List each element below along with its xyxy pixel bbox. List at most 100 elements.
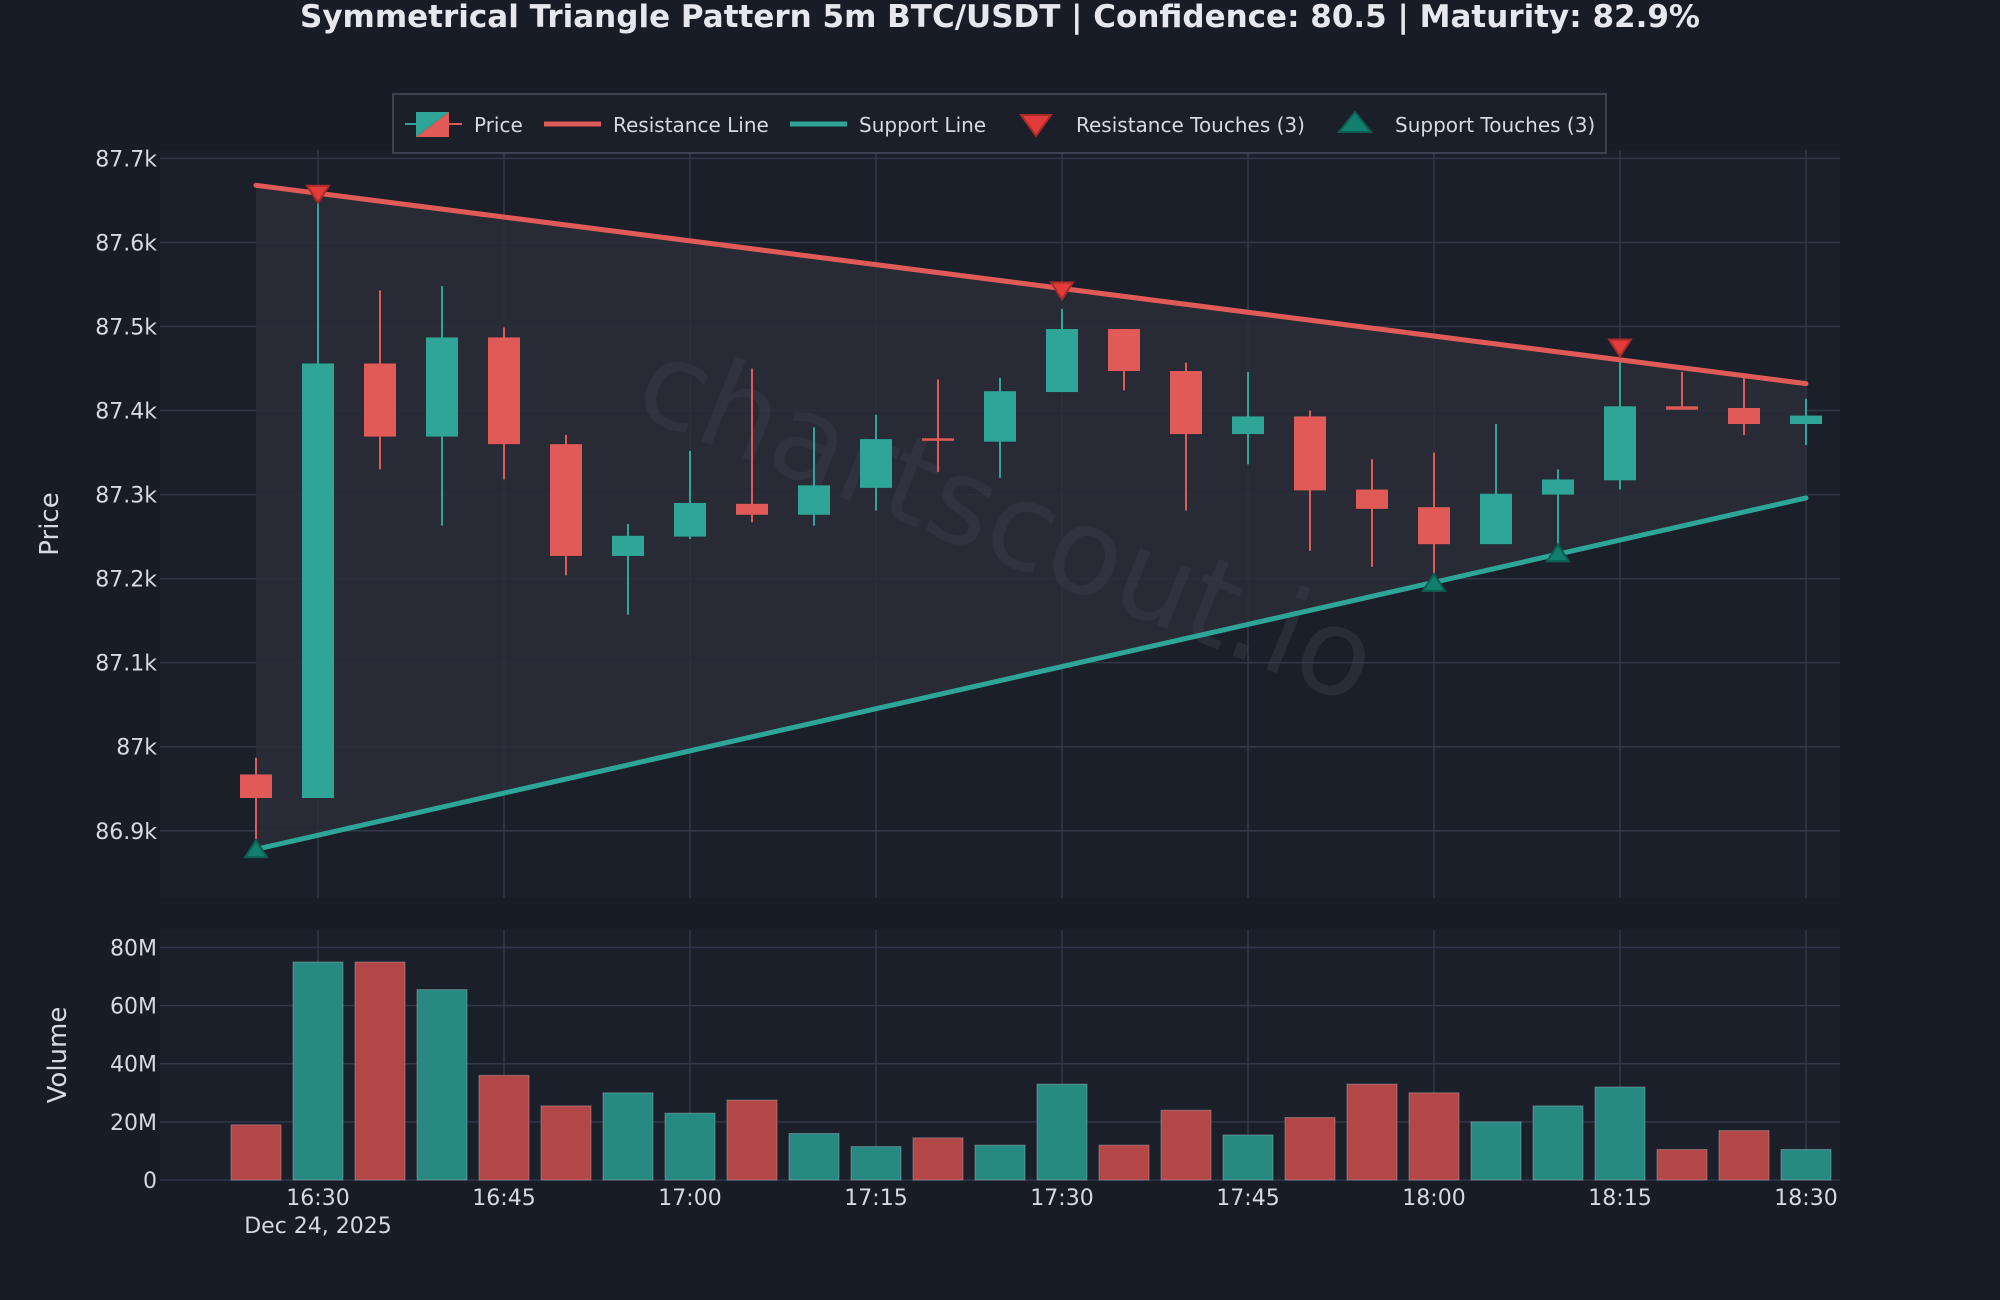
candle	[302, 186, 334, 798]
candle-body	[1542, 479, 1574, 495]
volume-bar	[1780, 1148, 1832, 1181]
candle	[1170, 362, 1202, 511]
price-tick-label: 87.2k	[95, 568, 157, 593]
support-line	[253, 495, 1809, 852]
volume-plot-background	[160, 930, 1840, 1180]
volume-bar	[230, 1124, 282, 1181]
price-tick-label: 87.7k	[95, 147, 157, 172]
support-touch-legend-marker	[1336, 110, 1374, 133]
candle-body	[1232, 416, 1264, 435]
resistance-touch-marker	[1607, 338, 1633, 359]
candle-body	[1046, 329, 1078, 393]
resistance-touch-marker	[305, 184, 331, 205]
x-tick-label: 17:45	[1216, 1186, 1279, 1211]
candle-body	[364, 363, 396, 437]
volume-bar	[602, 1092, 654, 1181]
candle	[550, 434, 582, 576]
legend-item-resistance-touches: Resistance Touches (3)	[1019, 113, 1305, 138]
candle-body	[488, 337, 520, 445]
price-axis-title: Price	[35, 492, 65, 555]
chart-title: Symmetrical Triangle Pattern 5m BTC/USDT…	[300, 0, 1700, 35]
candle	[984, 377, 1016, 478]
candle	[1480, 423, 1512, 545]
candle	[1356, 459, 1388, 567]
candle-body	[1108, 329, 1140, 372]
price-tick-label: 87.1k	[95, 652, 157, 677]
volume-panel: 0 20M 40M 60M 80M Volume 16:30 16:45 17:00 17:1…	[43, 930, 1840, 1239]
volume-bar	[850, 1146, 902, 1181]
price-tick-label: 87.6k	[95, 231, 157, 256]
support-touch-marker	[1545, 542, 1571, 563]
time-axis: 16:30 16:45 17:00 17:15 17:30 17:45 18:00 18:15…	[286, 1186, 1837, 1211]
volume-tick-label: 80M	[110, 936, 157, 961]
legend-item-resistance-line: Resistance Line	[544, 113, 769, 137]
volume-bar	[354, 961, 406, 1181]
candle	[1046, 308, 1078, 393]
volume-bar	[912, 1137, 964, 1181]
volume-tick-label: 20M	[110, 1111, 157, 1136]
candle-body	[302, 363, 334, 798]
volume-bar	[788, 1132, 840, 1181]
candle-body	[1790, 415, 1822, 424]
volume-bar	[1346, 1083, 1398, 1181]
volume-bar	[1656, 1148, 1708, 1181]
candle-body	[1294, 416, 1326, 491]
candle	[1728, 376, 1760, 435]
volume-bar	[664, 1112, 716, 1181]
price-tick-label: 87.4k	[95, 400, 157, 425]
volume-axis-title: Volume	[43, 1007, 73, 1104]
price-tick-label: 86.9k	[95, 820, 157, 845]
candle	[488, 327, 520, 480]
legend-label-resistance-touches: Resistance Touches (3)	[1076, 113, 1305, 137]
candle	[612, 524, 644, 615]
price-tick-label: 87k	[116, 736, 157, 761]
candle	[1604, 357, 1636, 490]
candle-body	[798, 485, 830, 515]
candle	[798, 427, 830, 526]
candle	[1418, 452, 1450, 578]
candle-body	[1356, 489, 1388, 509]
candle-body	[612, 535, 644, 556]
volume-bar	[1532, 1105, 1584, 1181]
volume-bar	[1160, 1109, 1212, 1181]
candle-body	[1170, 371, 1202, 435]
candle	[1294, 410, 1326, 551]
legend-label-support-line: Support Line	[859, 113, 986, 137]
volume-bar	[1098, 1144, 1150, 1181]
x-tick-label: 17:30	[1030, 1186, 1093, 1211]
volume-bar	[1470, 1121, 1522, 1181]
candle-body	[1604, 406, 1636, 481]
legend-item-price: Price	[405, 112, 523, 137]
candle-body	[1728, 408, 1760, 424]
candle-body	[426, 337, 458, 437]
candle	[736, 368, 768, 523]
x-tick-label: 17:00	[658, 1186, 721, 1211]
candle	[860, 414, 892, 511]
x-tick-label: 16:45	[472, 1186, 535, 1211]
resistance-touch-marker	[1049, 281, 1075, 302]
candle	[364, 290, 396, 470]
x-tick-label: 18:00	[1402, 1186, 1465, 1211]
candle	[426, 286, 458, 526]
candle	[240, 757, 272, 840]
legend-item-support-line: Support Line	[790, 113, 986, 137]
volume-bar	[1594, 1086, 1646, 1181]
volume-tick-label: 0	[143, 1169, 157, 1194]
x-tick-label: 16:30	[286, 1186, 349, 1211]
price-tick-label: 87.3k	[95, 484, 157, 509]
price-panel: chartscout.io 86.9k87k87.1k87.2k87.3k87.…	[35, 147, 1840, 898]
volume-bar	[1718, 1130, 1770, 1181]
candle	[1232, 371, 1264, 465]
price-y-axis: 86.9k 87k 87.1k 87.2k 87.3k 87.4k 87.5k 87.6k 87…	[95, 147, 157, 844]
candle	[922, 379, 954, 472]
candle-body	[1666, 406, 1698, 410]
volume-bar	[478, 1074, 530, 1181]
touch-markers	[243, 184, 1633, 859]
candle	[1666, 371, 1698, 410]
candle-body	[860, 439, 892, 488]
legend: Price Resistance Line Support Line Resis…	[392, 93, 1607, 154]
x-tick-label: 18:15	[1588, 1186, 1651, 1211]
candle	[674, 450, 706, 540]
